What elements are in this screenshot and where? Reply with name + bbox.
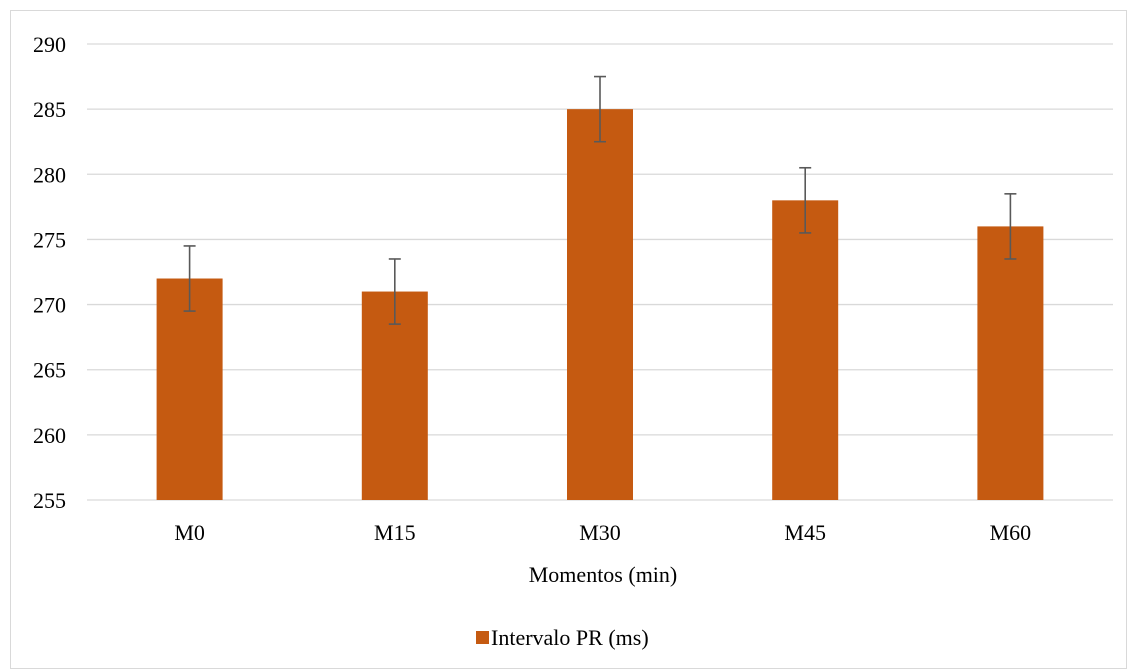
y-tick-label: 290 bbox=[33, 32, 66, 57]
legend-label: Intervalo PR (ms) bbox=[491, 625, 649, 650]
y-tick-label: 275 bbox=[33, 227, 66, 252]
bars bbox=[156, 109, 1044, 501]
error-bar-M45 bbox=[799, 166, 812, 234]
x-tick-label: M60 bbox=[990, 520, 1032, 545]
x-tick-label: M0 bbox=[174, 520, 205, 545]
legend: Intervalo PR (ms) bbox=[476, 625, 649, 650]
error-bar-M60 bbox=[1004, 193, 1017, 260]
x-tick-label: M45 bbox=[784, 520, 826, 545]
x-axis-title: Momentos (min) bbox=[529, 562, 678, 587]
y-tick-label: 280 bbox=[33, 162, 66, 187]
y-tick-label: 270 bbox=[33, 293, 66, 318]
bar-M0 bbox=[156, 278, 223, 500]
x-axis-ticks: M0 M15 M30 M45 M60 bbox=[174, 520, 1031, 545]
y-tick-label: 255 bbox=[33, 488, 66, 513]
error-bar-M30 bbox=[594, 75, 606, 143]
error-bars bbox=[183, 75, 1017, 325]
y-tick-label: 285 bbox=[33, 97, 66, 122]
bar-M45 bbox=[772, 200, 839, 501]
bar-M60 bbox=[977, 226, 1044, 500]
legend-swatch bbox=[476, 631, 489, 644]
error-bar-M0 bbox=[183, 245, 196, 312]
bar-M15 bbox=[361, 291, 428, 500]
y-tick-label: 260 bbox=[33, 423, 66, 448]
error-bar-M15 bbox=[388, 258, 401, 325]
y-axis-ticks: 255 260 265 270 275 280 285 290 bbox=[33, 32, 66, 513]
bar-M30 bbox=[567, 109, 633, 501]
x-tick-label: M15 bbox=[374, 520, 416, 545]
y-tick-label: 265 bbox=[33, 358, 66, 383]
x-tick-label: M30 bbox=[579, 520, 621, 545]
